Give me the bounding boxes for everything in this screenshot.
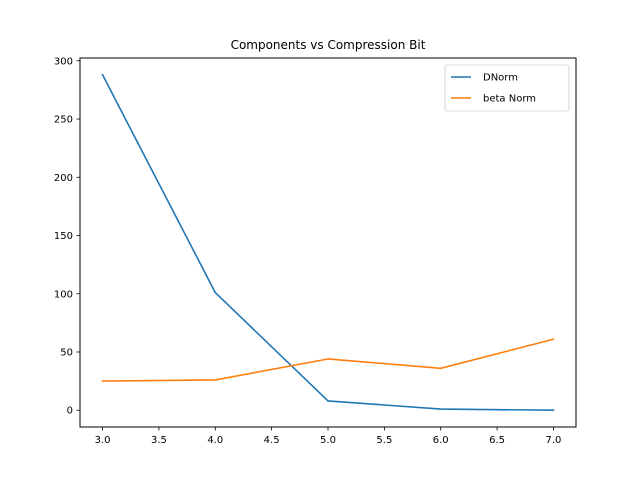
x-tick-label: 3.0 <box>95 435 111 446</box>
x-tick-label: 5.5 <box>376 435 392 446</box>
x-tick-label: 4.5 <box>264 435 280 446</box>
y-axis: 0 50 100 150 200 250 300 <box>54 56 80 417</box>
y-tick-label: 100 <box>54 289 73 300</box>
y-tick-label: 50 <box>60 347 73 358</box>
y-tick-label: 250 <box>54 115 73 126</box>
y-tick-label: 0 <box>67 406 73 417</box>
x-tick-label: 4.0 <box>207 435 223 446</box>
x-tick-label: 3.5 <box>151 435 167 446</box>
chart-title: Components vs Compression Bit <box>231 38 426 52</box>
series-line-0 <box>101 73 555 412</box>
legend: DNorm beta Norm <box>444 64 570 112</box>
legend-label-0: DNorm <box>483 73 518 84</box>
x-tick-label: 6.0 <box>433 435 449 446</box>
y-tick-label: 200 <box>54 173 73 184</box>
x-tick-label: 6.5 <box>489 435 505 446</box>
x-axis: 3.0 3.5 4.0 4.5 5.0 5.5 6.0 6.5 7.0 <box>95 427 562 446</box>
legend-box <box>444 64 570 112</box>
x-tick-label: 5.0 <box>320 435 336 446</box>
x-tick-label: 7.0 <box>546 435 562 446</box>
y-tick-label: 150 <box>54 231 73 242</box>
plot-frame <box>79 57 577 428</box>
series-layer <box>101 73 555 412</box>
legend-label-1: beta Norm <box>483 94 536 105</box>
y-tick-label: 300 <box>54 56 73 67</box>
series-line-1 <box>101 338 555 382</box>
